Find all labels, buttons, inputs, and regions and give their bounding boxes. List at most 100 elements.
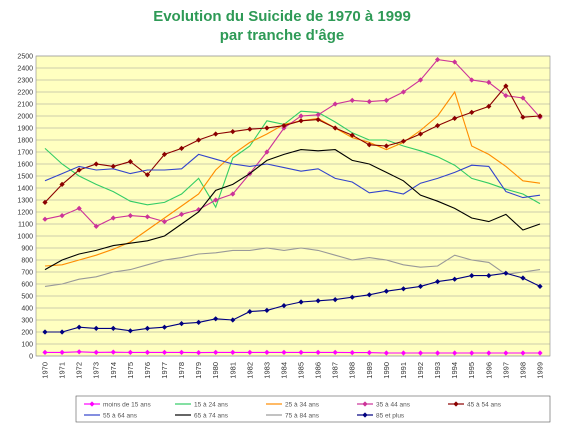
data-point — [452, 59, 458, 65]
x-tick-label: 1996 — [484, 362, 493, 379]
y-tick-label: 900 — [21, 246, 33, 253]
data-point — [76, 167, 82, 173]
data-point — [213, 349, 219, 355]
data-point — [503, 83, 509, 89]
data-point — [400, 89, 407, 95]
y-tick-label: 1200 — [17, 210, 33, 217]
data-point — [452, 276, 458, 282]
data-point — [59, 349, 65, 355]
data-point — [42, 199, 48, 205]
chart-title-line-2: par tranche d'âge — [220, 27, 344, 44]
series-line — [44, 85, 541, 203]
data-point — [110, 163, 116, 169]
data-point — [42, 329, 48, 335]
data-point — [59, 329, 65, 335]
y-tick-label: 1700 — [17, 150, 33, 157]
data-point — [264, 307, 270, 313]
data-point — [196, 137, 202, 143]
data-point — [503, 270, 509, 276]
data-point — [161, 324, 168, 330]
y-tick-label: 1100 — [18, 222, 33, 229]
x-tick-label: 1987 — [331, 362, 340, 379]
data-point — [400, 350, 407, 356]
data-point — [196, 350, 202, 356]
y-tick-label: 1600 — [17, 162, 33, 169]
x-tick-label: 1992 — [416, 362, 425, 379]
data-point — [178, 321, 185, 327]
data-point — [230, 129, 236, 135]
legend-item: 85 et plus — [357, 412, 405, 419]
data-point — [315, 112, 321, 118]
series-line — [44, 110, 541, 209]
data-point — [503, 350, 509, 356]
x-tick-label: 1976 — [143, 362, 152, 379]
data-point — [362, 412, 368, 418]
data-point — [520, 95, 526, 101]
y-tick-label: 700 — [21, 270, 33, 277]
data-point — [247, 309, 253, 315]
series-lines — [42, 57, 543, 356]
data-point — [213, 316, 219, 322]
data-point — [417, 283, 424, 289]
x-tick-label: 1974 — [109, 362, 118, 379]
data-point — [434, 57, 441, 63]
plot-area — [35, 55, 551, 357]
series-6 — [44, 149, 541, 271]
legend-label: 65 à 74 ans — [194, 412, 229, 419]
y-tick-label: 2200 — [17, 90, 33, 97]
data-point — [144, 349, 151, 355]
data-point — [264, 125, 270, 131]
data-point — [537, 113, 543, 119]
data-point — [400, 138, 407, 144]
legend-label: 85 et plus — [376, 412, 405, 419]
data-point — [196, 319, 202, 325]
data-point — [110, 349, 116, 355]
data-point — [264, 149, 270, 155]
data-point — [520, 350, 526, 356]
data-point — [383, 350, 389, 356]
data-point — [76, 324, 82, 330]
x-tick-label: 1999 — [536, 362, 545, 379]
data-point — [452, 115, 458, 121]
data-point — [349, 132, 355, 138]
series-8 — [42, 270, 543, 335]
y-tick-label: 300 — [21, 318, 33, 325]
data-point — [264, 349, 270, 355]
data-point — [281, 123, 287, 129]
y-tick-label: 1800 — [17, 138, 33, 145]
series-0 — [42, 349, 543, 356]
data-point — [127, 328, 133, 334]
data-point — [366, 142, 372, 148]
data-point — [486, 350, 492, 356]
series-line — [45, 272, 541, 333]
data-point — [298, 299, 304, 305]
y-tick-label: 2100 — [17, 102, 33, 109]
x-axis-ticks: 1970 1971 1972 1973 1974 1975 1976 1977 1978 1979… — [41, 362, 545, 379]
data-point — [298, 349, 304, 355]
y-tick-label: 2300 — [17, 78, 33, 85]
legend-item: 35 à 44 ans — [357, 401, 411, 408]
x-tick-label: 1990 — [382, 362, 391, 379]
x-tick-label: 1994 — [450, 362, 459, 379]
data-point — [178, 145, 185, 151]
legend-label: 75 à 84 ans — [285, 412, 320, 419]
data-point — [281, 349, 287, 355]
x-tick-label: 1988 — [348, 362, 357, 379]
data-point — [161, 349, 168, 355]
y-tick-label: 600 — [21, 282, 33, 289]
legend-item: 55 à 64 ans — [84, 412, 138, 419]
series-4 — [42, 83, 543, 205]
legend-item: moins de 15 ans — [84, 401, 151, 408]
x-tick-label: 1979 — [194, 362, 203, 379]
data-point — [453, 401, 459, 407]
x-tick-label: 1983 — [262, 362, 271, 379]
data-point — [127, 159, 133, 165]
data-point — [76, 349, 82, 355]
data-point — [366, 99, 372, 105]
data-point — [178, 349, 185, 355]
data-point — [93, 325, 99, 331]
series-line — [44, 153, 541, 199]
data-point — [213, 131, 219, 137]
legend-label: 25 à 34 ans — [285, 401, 320, 408]
